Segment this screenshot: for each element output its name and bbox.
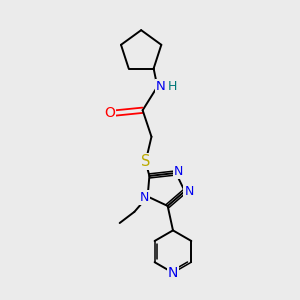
Text: N: N (174, 165, 184, 178)
Text: N: N (168, 266, 178, 280)
Text: N: N (140, 190, 149, 204)
Text: N: N (156, 80, 166, 93)
Text: S: S (141, 154, 150, 169)
Text: N: N (184, 185, 194, 198)
Text: O: O (104, 106, 115, 120)
Text: H: H (168, 80, 177, 93)
